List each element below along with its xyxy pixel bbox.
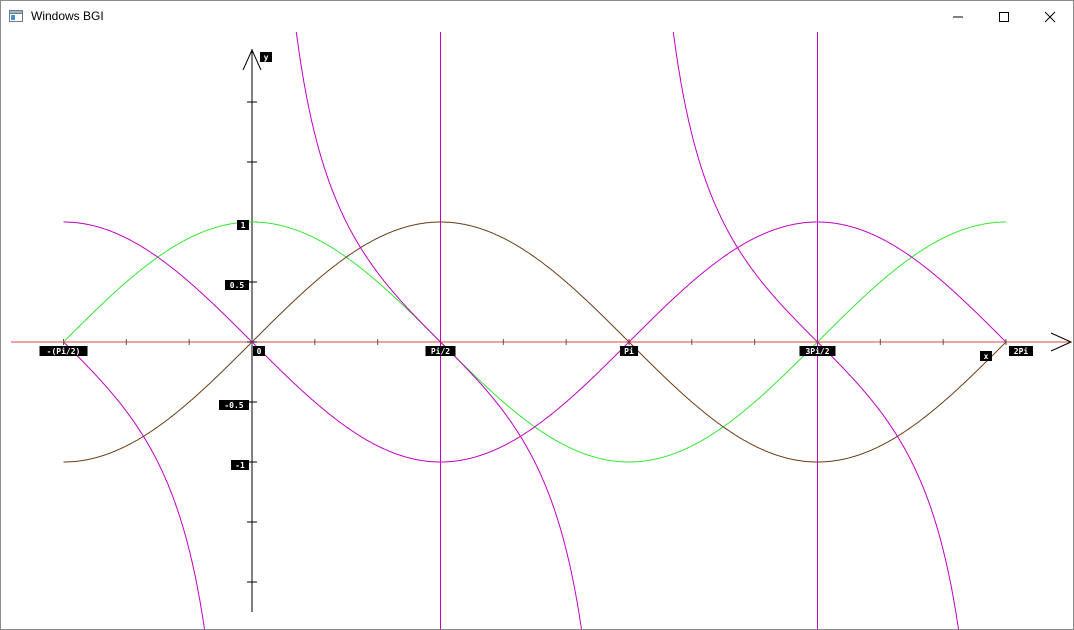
- x-tick-label-bg: [1008, 346, 1033, 356]
- maximize-button[interactable]: [981, 1, 1027, 32]
- x-axis-label: x: [984, 352, 989, 361]
- x-axis-arrow: [1050, 332, 1073, 352]
- x-axis-label-bg: [980, 351, 992, 361]
- window-app-icon: [9, 10, 23, 22]
- x-tick-label: 2Pi: [1014, 346, 1029, 356]
- series-line-sin: [63, 221, 1007, 463]
- minimize-icon: [953, 16, 963, 18]
- x-tick-label: Pi: [624, 346, 634, 356]
- y-tick-label: 1: [241, 221, 246, 230]
- series-line-neg_sin: [63, 221, 1007, 463]
- minimize-button[interactable]: [935, 1, 981, 32]
- series-line-cot: [63, 341, 205, 629]
- y-tick-label: -1: [235, 461, 245, 470]
- x-tick-label: 0: [257, 347, 262, 356]
- series-line-cot: [672, 32, 959, 629]
- trig-plot: -(Pi/2) 0 Pi/2 Pi 3Pi/2 2Pi 1 0.5 -0.5 -1 x y: [11, 32, 1073, 629]
- x-tick-label-bg: [619, 346, 638, 356]
- x-tick-label-bg: [253, 346, 265, 356]
- y-tick-label-bg: [225, 280, 249, 290]
- y-tick-label-bg: [219, 400, 249, 410]
- x-tick-label-bg: [799, 346, 836, 356]
- y-tick-label-bg: [231, 460, 249, 470]
- x-tick-label: 3Pi/2: [805, 346, 829, 356]
- x-tick-label-bg: [39, 346, 88, 356]
- y-axis-label-bg: [260, 52, 272, 62]
- x-tick-label: Pi/2: [431, 346, 450, 356]
- x-tick-label-bg: [425, 346, 456, 356]
- x-tick-label: -(Pi/2): [47, 346, 81, 356]
- window-title: Windows BGI: [31, 9, 104, 23]
- title-bar[interactable]: Windows BGI: [1, 1, 1073, 32]
- y-tick-label-bg: [237, 220, 249, 230]
- y-axis-arrow: [242, 48, 262, 71]
- close-button[interactable]: [1027, 1, 1073, 32]
- y-tick-label: -0.5: [224, 401, 243, 410]
- y-axis-label: y: [264, 53, 269, 62]
- series-line-cot: [295, 32, 582, 629]
- close-icon: [1044, 11, 1056, 23]
- y-tick-label: 0.5: [230, 281, 245, 290]
- maximize-icon: [999, 12, 1009, 22]
